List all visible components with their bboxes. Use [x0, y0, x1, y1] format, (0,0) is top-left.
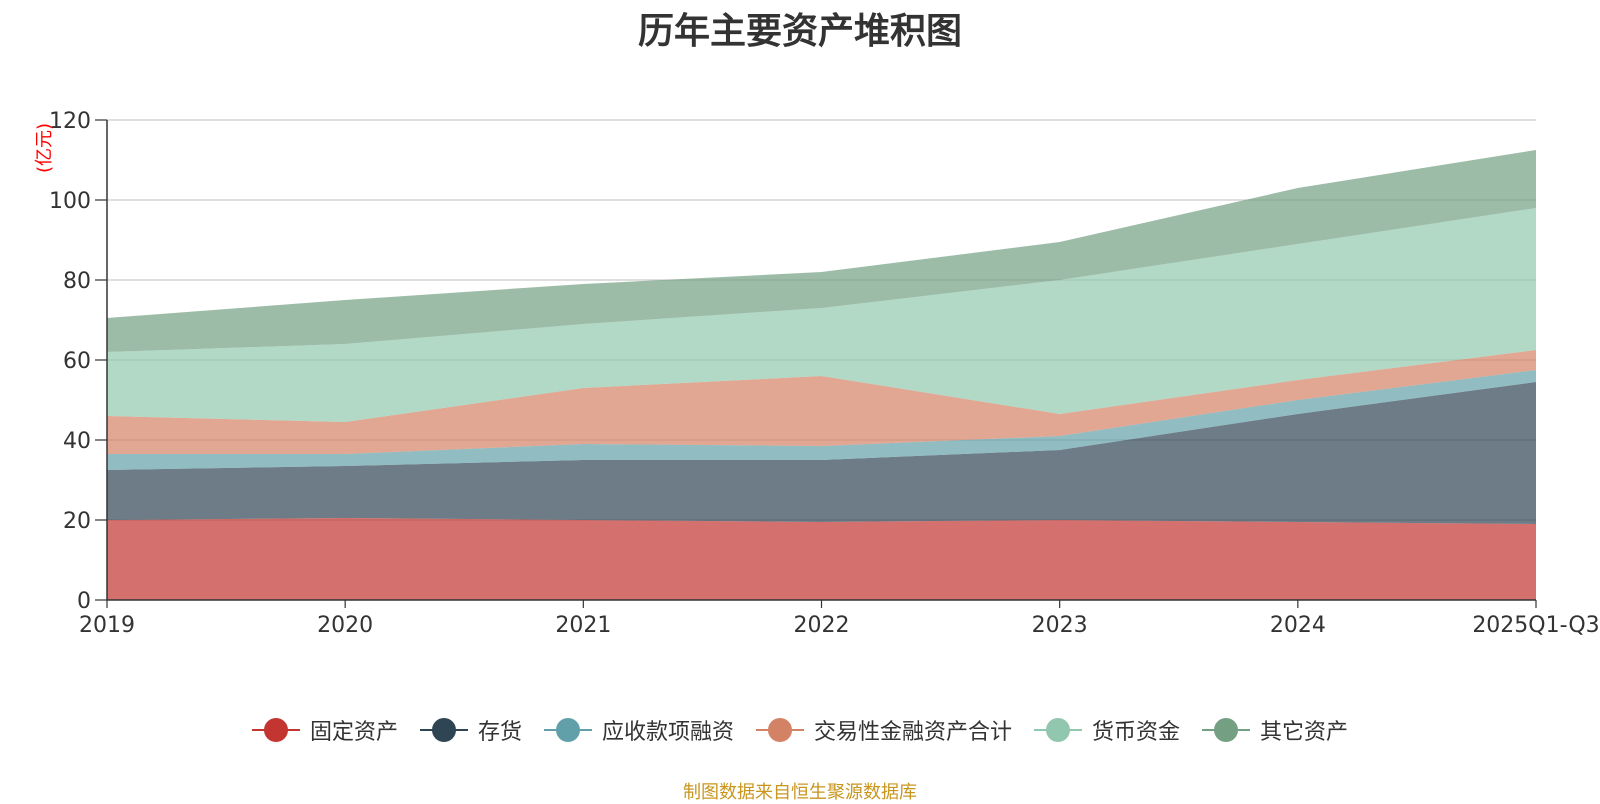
- axes: 0 20 40 60 80 100 120 2019 2020 2021 2022 2023 2024 2…: [49, 109, 1600, 638]
- legend-marker-icon: [1034, 718, 1083, 742]
- y-tick-label: 0: [77, 589, 91, 614]
- y-tick-label: 100: [49, 189, 91, 214]
- y-tick-label: 120: [49, 109, 91, 134]
- chart-title: 历年主要资产堆积图: [637, 11, 962, 52]
- y-tick-label: 40: [63, 429, 91, 454]
- y-tick-label: 20: [63, 509, 91, 534]
- legend-marker-icon: [251, 718, 300, 742]
- area-series: [107, 150, 1536, 352]
- legend-item[interactable]: 存货: [419, 714, 522, 746]
- legend-item[interactable]: 货币资金: [1034, 714, 1180, 746]
- x-tick-label: 2025Q1-Q3: [1472, 613, 1599, 638]
- area-series-layer: [107, 150, 1536, 600]
- area-series: [107, 350, 1536, 454]
- area-series: [107, 208, 1536, 422]
- legend-label: 货币资金: [1092, 720, 1181, 745]
- legend-label: 其它资产: [1260, 720, 1349, 745]
- x-tick-label: 2022: [794, 613, 850, 638]
- legend-marker-icon: [419, 718, 468, 742]
- legend-label: 交易性金融资产合计: [814, 720, 1013, 745]
- legend-item[interactable]: 固定资产: [251, 714, 398, 746]
- legend-label: 应收款项融资: [601, 720, 734, 745]
- legend-marker-icon: [543, 718, 592, 742]
- x-tick-label: 2021: [555, 613, 611, 638]
- x-tick-label: 2023: [1032, 613, 1088, 638]
- y-tick-label: 80: [63, 269, 91, 294]
- y-axis-unit-label: (亿元): [34, 123, 55, 173]
- data-source-note: 制图数据来自恒生聚源数据库: [683, 782, 917, 803]
- area-series: [107, 382, 1536, 524]
- legend-item[interactable]: 应收款项融资: [543, 714, 734, 746]
- x-tick-label: 2019: [79, 613, 135, 638]
- x-tick-label: 2020: [317, 613, 373, 638]
- area-series: [107, 370, 1536, 470]
- chart-legend: 固定资产 存货 应收款项融资 交易性金融资产合计 货币资金 其它资产: [0, 714, 1600, 746]
- legend-item[interactable]: 交易性金融资产合计: [756, 714, 1012, 746]
- legend-label: 固定资产: [309, 720, 398, 745]
- legend-item[interactable]: 其它资产: [1202, 714, 1348, 746]
- y-tick-label: 60: [63, 349, 91, 374]
- legend-marker-icon: [1202, 718, 1251, 742]
- x-tick-label: 2024: [1270, 613, 1326, 638]
- area-series: [107, 518, 1536, 600]
- legend-label: 存货: [477, 720, 522, 745]
- legend-marker-icon: [756, 718, 804, 742]
